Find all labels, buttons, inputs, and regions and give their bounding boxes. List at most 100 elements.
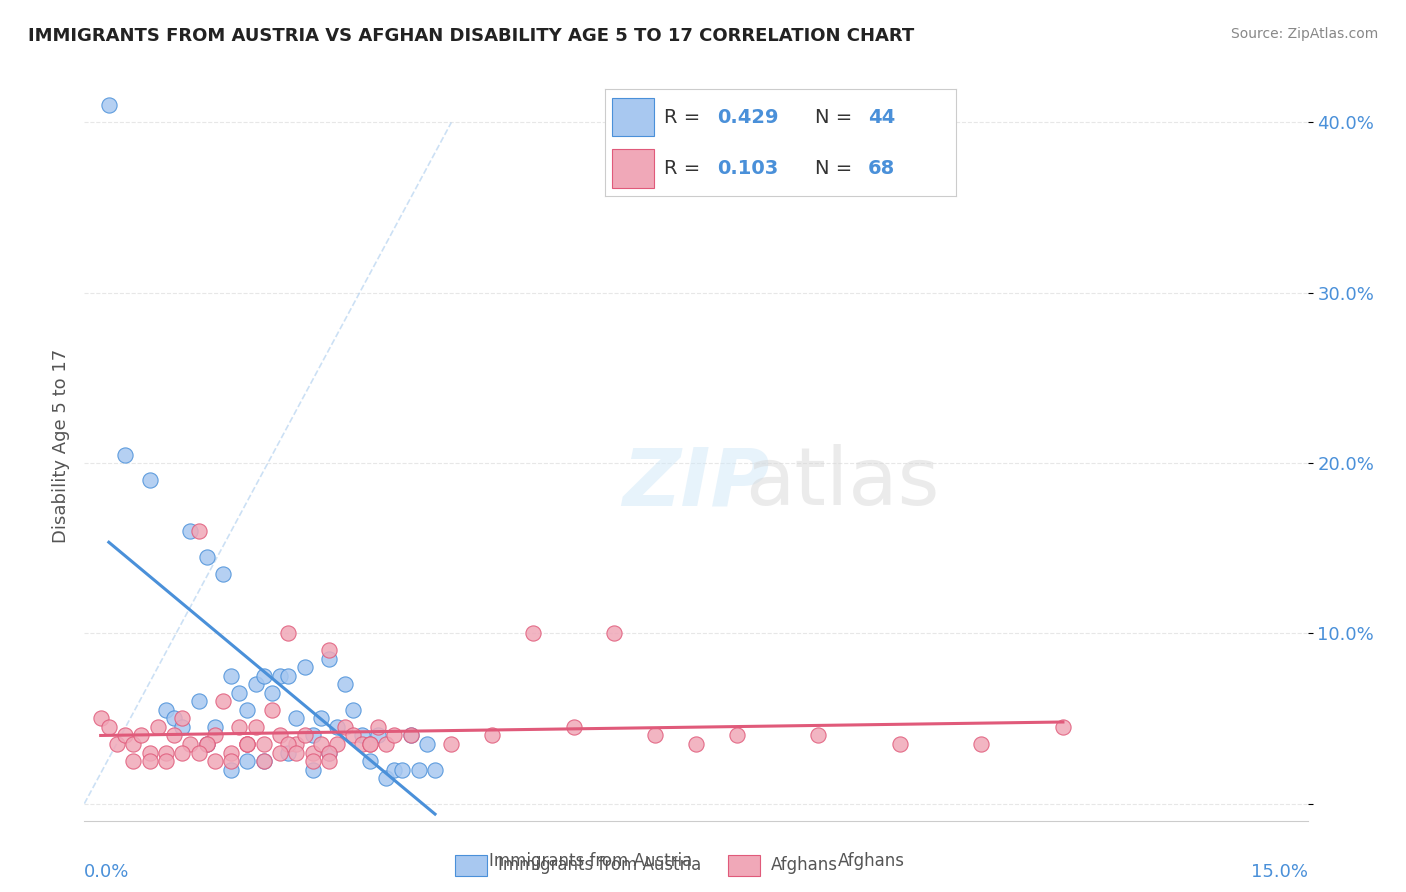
Point	[146, 720, 169, 734]
Point	[301, 729, 323, 743]
Point	[187, 694, 209, 708]
Point	[294, 660, 316, 674]
Point	[350, 737, 373, 751]
Point	[440, 737, 463, 751]
Point	[172, 720, 194, 734]
Point	[285, 711, 308, 725]
Point	[195, 737, 218, 751]
Point	[350, 729, 373, 743]
FancyBboxPatch shape	[612, 149, 654, 187]
Point	[375, 771, 398, 785]
Text: Afghans: Afghans	[838, 852, 905, 870]
Point	[294, 729, 316, 743]
Point	[269, 729, 291, 743]
Text: 68: 68	[868, 159, 896, 178]
Point	[481, 729, 503, 743]
Point	[359, 737, 381, 751]
Point	[326, 737, 349, 751]
Point	[318, 746, 340, 760]
Point	[187, 746, 209, 760]
Point	[285, 737, 308, 751]
Point	[236, 737, 259, 751]
Point	[245, 677, 267, 691]
Point	[725, 729, 748, 743]
Text: Source: ZipAtlas.com: Source: ZipAtlas.com	[1230, 27, 1378, 41]
Point	[522, 626, 544, 640]
Point	[219, 746, 242, 760]
Point	[301, 754, 323, 768]
Point	[122, 737, 145, 751]
Point	[318, 652, 340, 666]
Point	[172, 711, 194, 725]
Point	[285, 746, 308, 760]
Point	[212, 566, 235, 581]
Point	[318, 643, 340, 657]
FancyBboxPatch shape	[456, 855, 488, 876]
Point	[138, 754, 160, 768]
Point	[105, 737, 128, 751]
Point	[253, 754, 276, 768]
Point	[1052, 720, 1074, 734]
Point	[114, 729, 136, 743]
Text: 0.0%: 0.0%	[84, 863, 129, 881]
Point	[277, 737, 299, 751]
Point	[204, 720, 226, 734]
Point	[179, 524, 201, 538]
Point	[399, 729, 422, 743]
Point	[253, 669, 276, 683]
Point	[155, 754, 177, 768]
Point	[269, 746, 291, 760]
Point	[644, 729, 666, 743]
Point	[195, 737, 218, 751]
Point	[603, 626, 626, 640]
Point	[269, 669, 291, 683]
FancyBboxPatch shape	[728, 855, 759, 876]
Point	[326, 720, 349, 734]
Point	[204, 729, 226, 743]
Point	[391, 763, 413, 777]
Point	[416, 737, 439, 751]
Point	[253, 737, 276, 751]
Point	[90, 711, 112, 725]
Point	[228, 686, 250, 700]
Point	[219, 754, 242, 768]
Point	[260, 686, 283, 700]
Point	[309, 711, 332, 725]
Point	[245, 720, 267, 734]
Text: N =: N =	[815, 108, 859, 127]
Point	[179, 737, 201, 751]
Point	[228, 720, 250, 734]
Point	[236, 737, 259, 751]
Text: Immigrants from Austria: Immigrants from Austria	[489, 852, 692, 870]
Text: Immigrants from Austria: Immigrants from Austria	[498, 856, 702, 874]
Point	[309, 737, 332, 751]
Point	[195, 549, 218, 564]
Point	[236, 737, 259, 751]
Point	[367, 729, 389, 743]
Point	[219, 669, 242, 683]
Point	[260, 703, 283, 717]
Point	[204, 754, 226, 768]
Point	[163, 711, 186, 725]
Point	[382, 763, 405, 777]
Point	[807, 729, 830, 743]
Point	[236, 754, 259, 768]
Point	[301, 763, 323, 777]
Point	[382, 729, 405, 743]
Point	[359, 754, 381, 768]
Text: 0.429: 0.429	[717, 108, 779, 127]
Point	[342, 703, 364, 717]
Point	[219, 763, 242, 777]
Text: R =: R =	[665, 159, 707, 178]
Point	[318, 754, 340, 768]
Text: 44: 44	[868, 108, 896, 127]
Point	[359, 737, 381, 751]
Point	[97, 720, 120, 734]
Point	[277, 669, 299, 683]
Point	[155, 703, 177, 717]
Text: R =: R =	[665, 108, 707, 127]
Point	[889, 737, 911, 751]
Point	[155, 746, 177, 760]
Point	[335, 720, 357, 734]
Text: 15.0%: 15.0%	[1250, 863, 1308, 881]
